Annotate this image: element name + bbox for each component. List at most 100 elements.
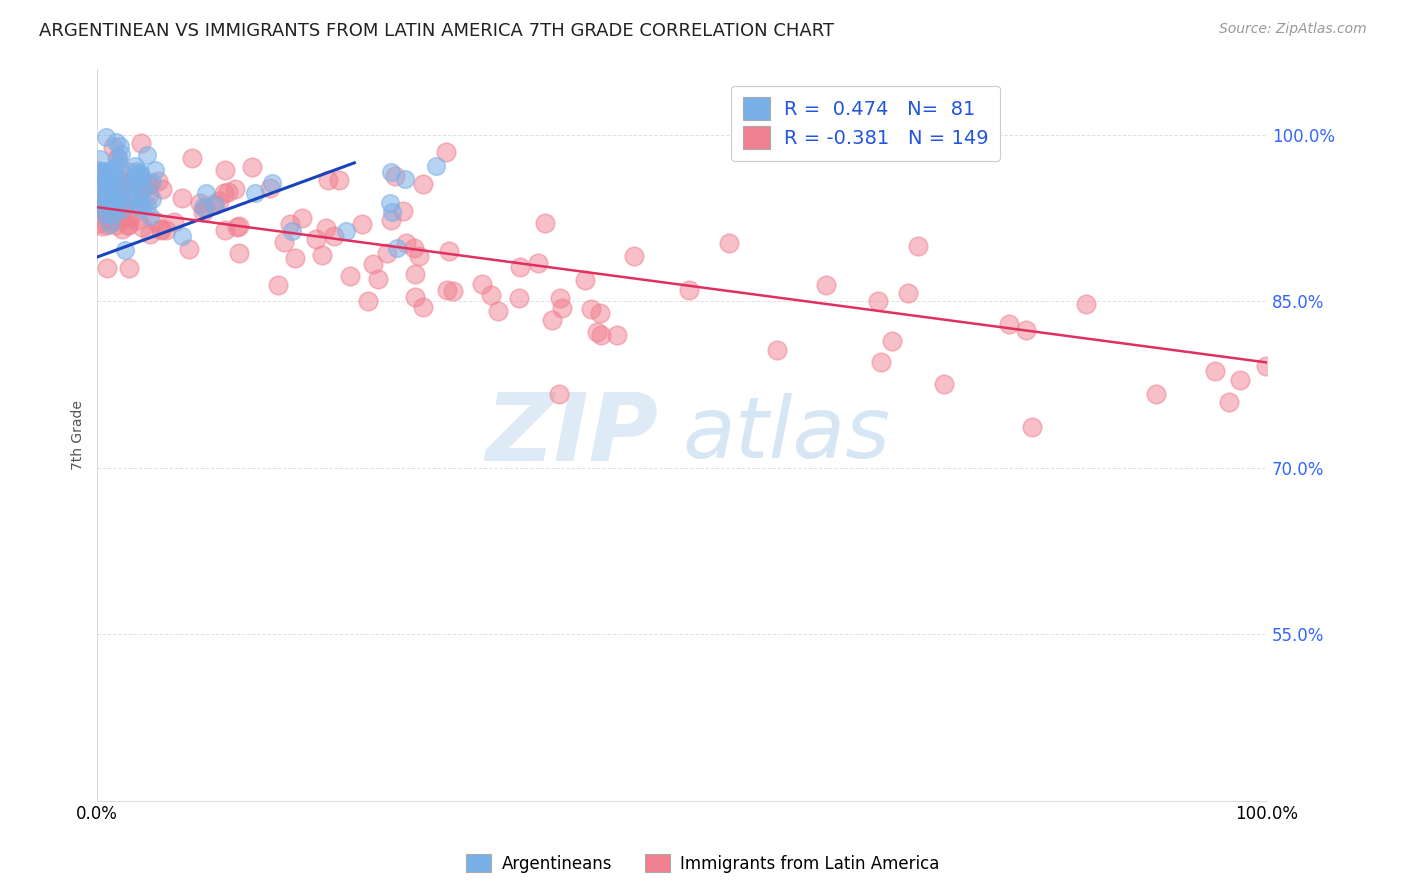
Point bbox=[127, 167, 149, 181]
Point bbox=[139, 227, 162, 241]
Point bbox=[90, 190, 112, 204]
Point bbox=[579, 302, 602, 317]
Point bbox=[131, 220, 153, 235]
Point bbox=[98, 181, 121, 195]
Point bbox=[90, 193, 112, 207]
Point bbox=[129, 136, 152, 151]
Point bbox=[179, 242, 201, 256]
Point bbox=[129, 184, 152, 198]
Point bbox=[243, 186, 266, 200]
Y-axis label: 7th Grade: 7th Grade bbox=[72, 400, 86, 469]
Point bbox=[139, 209, 162, 223]
Point bbox=[107, 151, 129, 165]
Point bbox=[94, 182, 117, 196]
Point bbox=[138, 177, 160, 191]
Point bbox=[316, 172, 339, 186]
Point bbox=[128, 167, 150, 181]
Point bbox=[361, 257, 384, 271]
Point bbox=[170, 228, 193, 243]
Text: atlas: atlas bbox=[682, 393, 890, 476]
Point bbox=[323, 229, 346, 244]
Point bbox=[141, 193, 163, 207]
Point bbox=[866, 294, 889, 309]
Point bbox=[101, 188, 124, 202]
Point bbox=[240, 161, 263, 175]
Point bbox=[96, 218, 118, 232]
Point bbox=[93, 183, 115, 197]
Point bbox=[441, 284, 464, 298]
Point bbox=[87, 185, 110, 199]
Point bbox=[105, 191, 128, 205]
Point bbox=[378, 195, 401, 210]
Point bbox=[1074, 297, 1097, 311]
Point bbox=[551, 301, 574, 316]
Point bbox=[226, 220, 249, 235]
Point bbox=[108, 158, 131, 172]
Point bbox=[436, 283, 458, 297]
Point bbox=[104, 135, 127, 149]
Point bbox=[262, 176, 284, 190]
Point bbox=[408, 249, 430, 263]
Point bbox=[121, 190, 143, 204]
Point bbox=[278, 217, 301, 231]
Point bbox=[96, 168, 118, 182]
Point bbox=[998, 317, 1021, 331]
Point bbox=[110, 187, 132, 202]
Point bbox=[124, 169, 146, 183]
Point bbox=[214, 223, 236, 237]
Point bbox=[305, 232, 328, 246]
Point bbox=[128, 171, 150, 186]
Point bbox=[357, 294, 380, 309]
Point bbox=[541, 313, 564, 327]
Point bbox=[394, 172, 416, 186]
Point bbox=[439, 244, 461, 258]
Point bbox=[195, 186, 218, 200]
Point bbox=[882, 334, 904, 348]
Point bbox=[404, 267, 426, 281]
Point bbox=[91, 186, 114, 200]
Point bbox=[1218, 395, 1240, 409]
Point bbox=[486, 304, 509, 318]
Point bbox=[380, 213, 402, 227]
Point bbox=[105, 172, 128, 186]
Point bbox=[103, 194, 125, 209]
Point bbox=[897, 285, 920, 300]
Point bbox=[589, 306, 612, 320]
Text: ARGENTINEAN VS IMMIGRANTS FROM LATIN AMERICA 7TH GRADE CORRELATION CHART: ARGENTINEAN VS IMMIGRANTS FROM LATIN AME… bbox=[39, 22, 835, 40]
Point bbox=[404, 290, 426, 304]
Point bbox=[122, 173, 145, 187]
Point bbox=[350, 218, 373, 232]
Point bbox=[534, 216, 557, 230]
Point bbox=[110, 205, 132, 219]
Point bbox=[202, 197, 225, 211]
Point bbox=[339, 269, 361, 284]
Point bbox=[127, 196, 149, 211]
Point bbox=[574, 273, 596, 287]
Point bbox=[111, 222, 134, 236]
Point bbox=[259, 181, 281, 195]
Point bbox=[1229, 373, 1251, 387]
Point bbox=[96, 130, 118, 145]
Point bbox=[138, 178, 160, 192]
Point bbox=[90, 186, 112, 201]
Point bbox=[96, 173, 118, 187]
Point bbox=[129, 202, 152, 216]
Point bbox=[212, 186, 235, 201]
Point bbox=[870, 354, 893, 368]
Point bbox=[155, 223, 177, 237]
Point bbox=[311, 247, 333, 261]
Point bbox=[96, 261, 118, 276]
Text: ZIP: ZIP bbox=[485, 389, 658, 481]
Point bbox=[124, 159, 146, 173]
Point bbox=[273, 235, 295, 250]
Point bbox=[267, 277, 290, 292]
Point bbox=[87, 194, 110, 209]
Point bbox=[214, 163, 236, 178]
Point bbox=[97, 194, 120, 209]
Point bbox=[143, 162, 166, 177]
Point bbox=[678, 283, 700, 297]
Point bbox=[115, 175, 138, 189]
Point bbox=[550, 291, 572, 305]
Point bbox=[315, 220, 337, 235]
Point bbox=[90, 175, 112, 189]
